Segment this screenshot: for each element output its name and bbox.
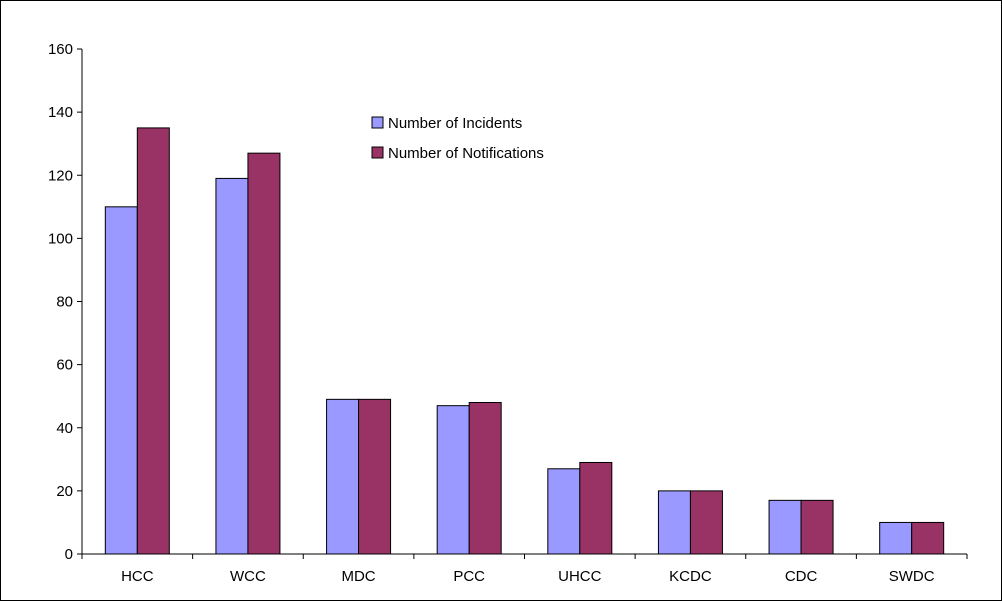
legend-label: Number of Incidents bbox=[388, 115, 522, 132]
x-tick-label: HCC bbox=[121, 568, 154, 585]
x-tick-label: SWDC bbox=[889, 568, 935, 585]
legend-swatch bbox=[371, 116, 384, 129]
y-tick-label: 40 bbox=[56, 420, 73, 437]
y-tick-label: 0 bbox=[65, 546, 73, 563]
bar-notifications bbox=[358, 398, 392, 555]
bar-incidents bbox=[657, 490, 691, 555]
x-tick-label: PCC bbox=[453, 568, 485, 585]
y-tick-label: 100 bbox=[48, 230, 73, 247]
bar-incidents bbox=[436, 405, 470, 555]
y-tick-label: 120 bbox=[48, 167, 73, 184]
bar-notifications bbox=[247, 152, 281, 555]
bar-incidents bbox=[768, 499, 802, 555]
y-axis: 0 20 40 60 80 100 120 140 160 bbox=[48, 41, 83, 563]
y-tick-label: 80 bbox=[56, 294, 73, 311]
legend-swatch bbox=[371, 146, 384, 159]
x-tick-label: CDC bbox=[785, 568, 818, 585]
bar-notifications bbox=[579, 461, 613, 555]
y-tick-label: 20 bbox=[56, 483, 73, 500]
x-axis: HCC WCC MDC PCC UHCC KCDC CDC SWDC bbox=[81, 553, 968, 585]
x-tick-label: KCDC bbox=[669, 568, 712, 585]
x-tick-label: WCC bbox=[230, 568, 266, 585]
legend-label: Number of Notifications bbox=[388, 145, 544, 162]
bar-incidents bbox=[326, 398, 360, 555]
x-tick-label: MDC bbox=[341, 568, 375, 585]
bar-incidents bbox=[547, 468, 581, 555]
bars bbox=[104, 127, 945, 555]
bar-notifications bbox=[468, 402, 502, 555]
y-tick-label: 160 bbox=[48, 41, 73, 58]
bar-incidents bbox=[215, 177, 249, 555]
bar-notifications bbox=[689, 490, 723, 555]
legend: Number of Incidents Number of Notificatio… bbox=[371, 115, 544, 162]
bar-notifications bbox=[136, 127, 170, 555]
bar-incidents bbox=[104, 206, 138, 555]
x-tick-label: UHCC bbox=[558, 568, 601, 585]
y-tick-label: 60 bbox=[56, 357, 73, 374]
y-tick-label: 140 bbox=[48, 104, 73, 121]
bar-notifications bbox=[800, 499, 834, 555]
bar-notifications bbox=[911, 521, 945, 555]
bar-incidents bbox=[879, 521, 913, 555]
